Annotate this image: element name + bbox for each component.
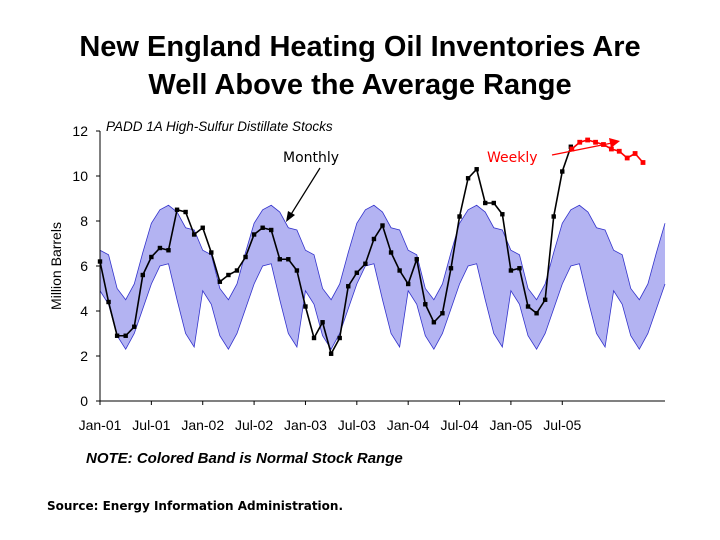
monthly-annotation: Monthly xyxy=(283,150,339,166)
title-line-2: Well Above the Average Range xyxy=(148,69,572,101)
monthly-point xyxy=(328,351,334,356)
monthly-point xyxy=(337,335,342,341)
monthly-point xyxy=(149,254,154,260)
weekly-point xyxy=(585,137,591,143)
x-tick-label: Jul-02 xyxy=(235,417,273,433)
monthly-point xyxy=(380,223,385,228)
monthly-point xyxy=(534,311,539,316)
monthly-point xyxy=(448,266,454,271)
y-tick-label: 2 xyxy=(80,348,88,364)
monthly-point xyxy=(209,250,214,255)
monthly-point xyxy=(457,214,462,219)
y-axis-title: Million Barrels xyxy=(48,222,64,310)
monthly-point xyxy=(200,225,205,230)
monthly-point xyxy=(234,268,240,273)
y-tick-label: 12 xyxy=(72,123,88,139)
monthly-point xyxy=(106,299,111,305)
monthly-point xyxy=(423,302,428,307)
monthly-point xyxy=(226,272,231,278)
page-title: New England Heating Oil Inventories Are … xyxy=(0,28,720,104)
monthly-point xyxy=(97,259,103,264)
y-tick-label: 8 xyxy=(80,213,88,229)
monthly-point xyxy=(286,257,291,262)
weekly-point xyxy=(616,148,622,154)
weekly-line xyxy=(571,139,644,164)
weekly-point xyxy=(624,155,630,161)
monthly-point xyxy=(560,169,565,174)
monthly-point xyxy=(320,320,325,325)
y-tick-label: 0 xyxy=(80,393,88,409)
monthly-point xyxy=(311,335,317,341)
x-tick-label: Jan-02 xyxy=(181,417,224,433)
x-tick-label: Jan-04 xyxy=(387,417,430,433)
monthly-pointer-head xyxy=(286,211,295,222)
monthly-point xyxy=(269,227,274,233)
monthly-point xyxy=(251,232,257,237)
monthly-point xyxy=(191,232,197,237)
monthly-point xyxy=(346,284,351,289)
monthly-point xyxy=(157,245,163,251)
monthly-point xyxy=(517,266,522,271)
x-tick-label: Jul-05 xyxy=(543,417,581,433)
monthly-point xyxy=(491,200,496,206)
weekly-pointer xyxy=(551,142,613,156)
monthly-point xyxy=(140,272,146,278)
monthly-point xyxy=(363,261,368,266)
x-tick-label: Jan-03 xyxy=(284,417,327,433)
monthly-point xyxy=(174,207,180,212)
x-tick-label: Jul-01 xyxy=(132,417,170,433)
y-tick-label: 4 xyxy=(80,303,88,319)
monthly-point xyxy=(183,209,188,215)
monthly-point xyxy=(243,254,248,260)
monthly-pointer xyxy=(289,167,321,217)
band-note: NOTE: Colored Band is Normal Stock Range xyxy=(86,450,403,467)
weekly-point xyxy=(632,151,638,156)
monthly-point xyxy=(217,279,223,284)
title-line-1: New England Heating Oil Inventories Are xyxy=(79,31,641,63)
monthly-point xyxy=(388,250,394,255)
monthly-point xyxy=(303,304,308,309)
x-tick-label: Jul-03 xyxy=(338,417,376,433)
monthly-point xyxy=(431,320,437,325)
weekly-pointer-head xyxy=(609,138,620,148)
monthly-point xyxy=(414,257,419,262)
monthly-point xyxy=(525,304,531,309)
monthly-point xyxy=(260,225,265,230)
monthly-point xyxy=(166,248,171,253)
monthly-point xyxy=(371,236,377,242)
weekly-point xyxy=(577,139,583,145)
weekly-annotation: Weekly xyxy=(487,150,538,166)
monthly-point xyxy=(440,311,445,316)
monthly-point xyxy=(294,268,300,273)
monthly-point xyxy=(483,200,488,206)
weekly-point xyxy=(608,146,614,152)
x-tick-label: Jan-05 xyxy=(490,417,533,433)
normal-range-band xyxy=(100,205,665,350)
band-lower-edge xyxy=(99,263,666,351)
monthly-point xyxy=(500,212,505,217)
monthly-point xyxy=(551,214,556,219)
x-tick-label: Jan-01 xyxy=(79,417,122,433)
monthly-point xyxy=(123,333,128,338)
chart-subtitle: PADD 1A High-Sulfur Distillate Stocks xyxy=(106,119,333,134)
monthly-point xyxy=(132,324,137,329)
monthly-point xyxy=(354,270,360,275)
band-upper-edge xyxy=(99,204,666,301)
monthly-point xyxy=(542,297,548,302)
monthly-point xyxy=(508,268,514,273)
weekly-point xyxy=(569,146,575,152)
y-tick-label: 6 xyxy=(80,258,88,274)
y-tick-label: 10 xyxy=(72,168,88,184)
weekly-point xyxy=(593,139,598,145)
source-credit: Source: Energy Information Administratio… xyxy=(47,499,344,513)
monthly-point xyxy=(405,281,411,287)
monthly-point xyxy=(277,257,282,262)
monthly-point xyxy=(474,167,479,172)
monthly-point xyxy=(114,333,120,338)
monthly-point xyxy=(465,176,471,181)
x-tick-label: Jul-04 xyxy=(440,417,478,433)
weekly-point xyxy=(640,160,646,165)
monthly-point xyxy=(397,268,402,273)
